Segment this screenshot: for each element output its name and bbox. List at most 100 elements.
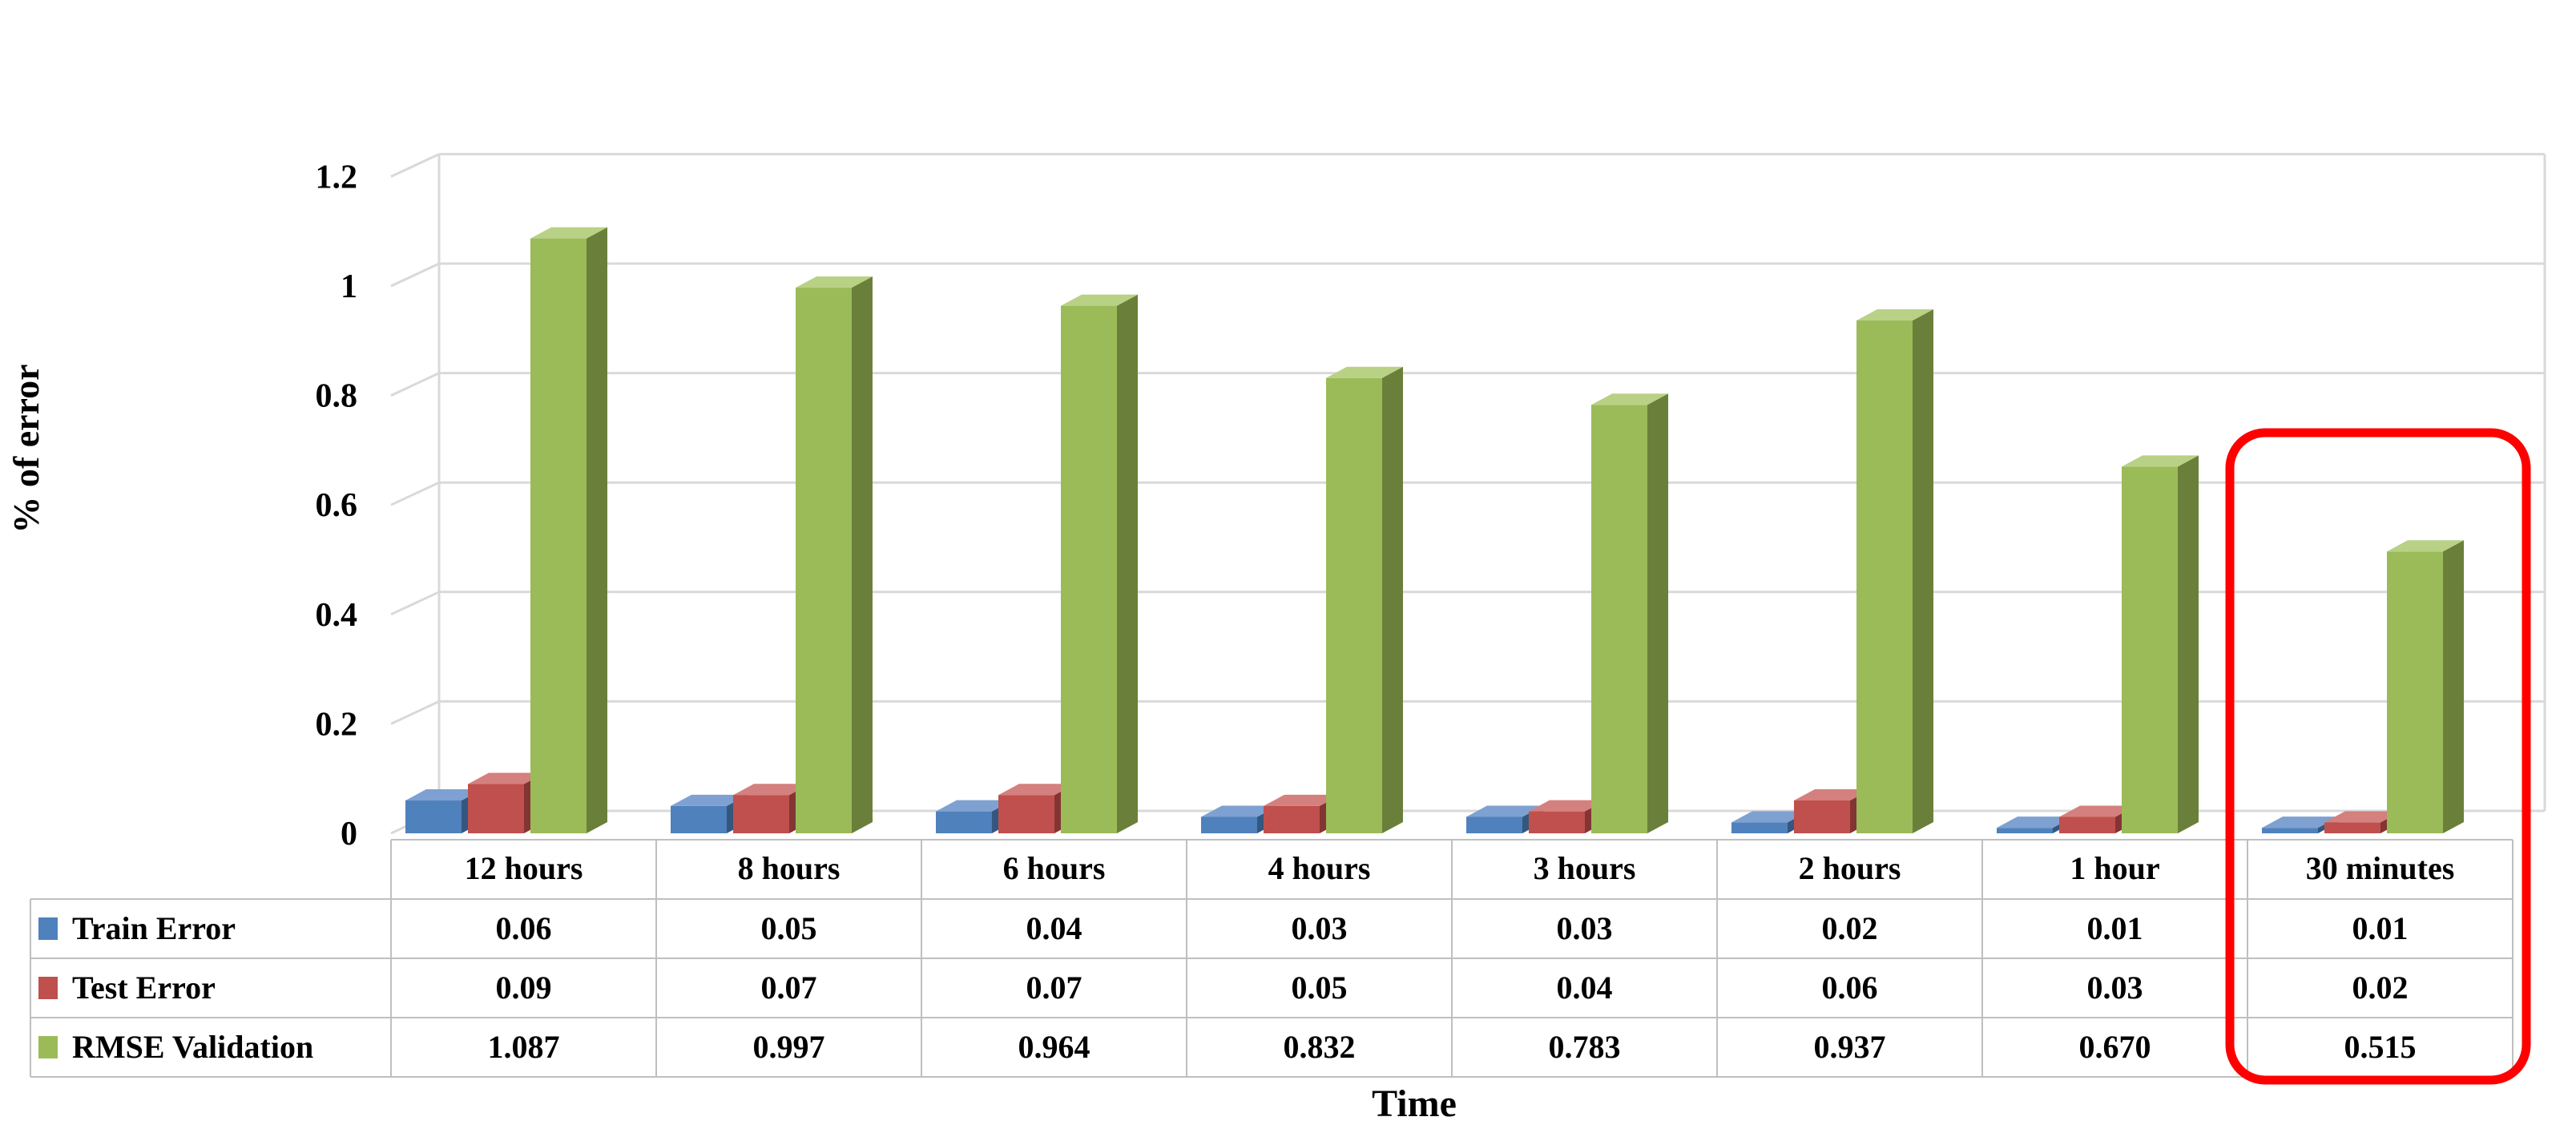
bar-front xyxy=(936,811,992,833)
bar-top xyxy=(2324,811,2401,823)
bar-test-error xyxy=(733,784,810,833)
gridline-depth xyxy=(390,591,440,616)
data-label: 0.783 xyxy=(1549,1029,1621,1065)
y-tick-label: 1 xyxy=(341,268,357,305)
bar-top xyxy=(1591,393,1668,405)
legend-key xyxy=(38,917,58,940)
bar-front xyxy=(733,795,789,833)
bar-top xyxy=(405,789,482,801)
bar-side xyxy=(852,276,873,833)
data-label: 0.09 xyxy=(496,970,552,1006)
y-tick-label: 1.2 xyxy=(316,159,358,196)
legend-key xyxy=(38,977,58,999)
bar-front xyxy=(1794,800,1850,833)
bar-top xyxy=(1326,366,1403,378)
bar-front xyxy=(796,288,852,833)
legend-key xyxy=(38,1036,58,1058)
bar-front xyxy=(998,795,1054,833)
bar-top xyxy=(1731,811,1808,823)
y-tick-label: 0.2 xyxy=(316,706,358,743)
data-label: 0.03 xyxy=(1557,910,1613,946)
bar-top xyxy=(998,784,1075,796)
legend-label: Test Error xyxy=(72,970,216,1006)
bar-top xyxy=(733,784,810,796)
highlight xyxy=(2225,428,2531,1085)
bar-top xyxy=(1264,794,1340,806)
y-axis-title: % of error xyxy=(6,364,46,533)
bar-front xyxy=(671,805,727,833)
bar-side xyxy=(1913,309,1933,833)
gridline-depth xyxy=(390,153,440,178)
bar-top xyxy=(1529,800,1606,812)
category-label: 30 minutes xyxy=(2306,850,2455,886)
data-label: 0.515 xyxy=(2344,1029,2417,1065)
bar-front xyxy=(1264,805,1320,833)
data-label: 0.832 xyxy=(1284,1029,1356,1065)
bar-front xyxy=(468,784,524,833)
gridline-depth xyxy=(390,262,440,288)
category-label: 4 hours xyxy=(1268,850,1371,886)
bar-front xyxy=(2122,466,2178,833)
gridline-depth xyxy=(390,372,440,397)
bar-side xyxy=(1117,294,1138,833)
bar-top xyxy=(2122,455,2199,467)
data-label: 0.05 xyxy=(761,910,817,946)
bar-rmse-validation xyxy=(1856,309,1933,833)
bar-front xyxy=(1997,828,2053,833)
bar-top xyxy=(671,794,748,806)
bar-top xyxy=(1794,789,1871,801)
bar-rmse-validation xyxy=(796,276,873,833)
category-label: 6 hours xyxy=(1003,850,1106,886)
bar-front xyxy=(2262,828,2318,833)
bar-top xyxy=(1201,805,1278,817)
bar-top xyxy=(1997,816,2074,829)
data-label: 0.964 xyxy=(1018,1029,1090,1065)
bar-front xyxy=(2324,822,2380,833)
bar-front xyxy=(2387,551,2443,833)
data-label: 0.03 xyxy=(2087,970,2143,1006)
bar-side xyxy=(587,227,607,834)
category-label: 12 hours xyxy=(465,850,583,886)
highlight-box xyxy=(2225,428,2531,1085)
data-label: 0.05 xyxy=(1292,970,1348,1006)
bar-top xyxy=(2059,805,2136,817)
bar-top xyxy=(2387,540,2464,552)
bar-rmse-validation xyxy=(2122,455,2199,833)
bar-front xyxy=(1731,822,1788,833)
x-axis-title: Time xyxy=(1372,1083,1457,1125)
bar-rmse-validation xyxy=(1326,366,1403,833)
bar-front xyxy=(1591,405,1647,833)
bar-top xyxy=(468,772,545,784)
data-label: 0.02 xyxy=(1822,910,1878,946)
data-label: 0.937 xyxy=(1814,1029,1886,1065)
data-label: 0.06 xyxy=(496,910,552,946)
data-label: 0.01 xyxy=(2087,910,2143,946)
data-label: 0.04 xyxy=(1557,970,1613,1006)
data-label: 0.04 xyxy=(1026,910,1082,946)
bar-front xyxy=(1529,811,1585,833)
data-label: 0.06 xyxy=(1822,970,1878,1006)
gridline-depth xyxy=(390,700,440,725)
category-label: 3 hours xyxy=(1534,850,1636,886)
data-label: 0.03 xyxy=(1292,910,1348,946)
bar-top xyxy=(1061,294,1138,306)
bar-rmse-validation xyxy=(1591,393,1668,833)
category-label: 2 hours xyxy=(1799,850,1901,886)
legend-label: Train Error xyxy=(72,910,236,946)
bar-front xyxy=(1326,377,1382,833)
bar-top xyxy=(936,800,1013,812)
bar-front xyxy=(1201,816,1257,833)
data-label: 0.07 xyxy=(761,970,817,1006)
bars xyxy=(405,227,2464,834)
bar-rmse-validation xyxy=(1061,294,1138,833)
bar-top xyxy=(796,276,873,288)
bar-top xyxy=(1466,805,1543,817)
data-label: 0.02 xyxy=(2352,970,2409,1006)
bar-rmse-validation xyxy=(530,227,607,834)
y-tick-label: 0.8 xyxy=(316,378,358,415)
bar-side xyxy=(2443,540,2464,833)
y-tick-label: 0.6 xyxy=(316,487,358,524)
data-label: 0.670 xyxy=(2079,1029,2151,1065)
bar-front xyxy=(405,800,462,833)
